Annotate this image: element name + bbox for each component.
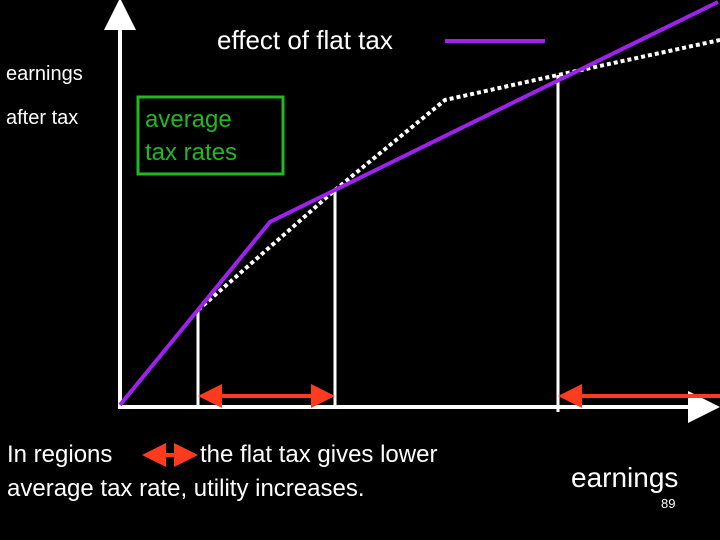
legend-title: effect of flat tax xyxy=(217,25,393,55)
caption: In regions xyxy=(7,441,112,468)
box-label: average xyxy=(145,106,232,133)
y-axis-label: earnings xyxy=(6,63,83,85)
caption: the flat tax gives lower xyxy=(200,441,437,468)
page-number: 89 xyxy=(661,496,675,511)
x-axis-label: earnings xyxy=(571,462,678,493)
y-axis-label: after tax xyxy=(6,107,78,129)
progressive-tax-curve xyxy=(196,38,720,312)
label-box xyxy=(136,95,285,176)
flat-tax-curve xyxy=(118,0,719,407)
caption: average tax rate, utility increases. xyxy=(7,475,365,502)
box-label: tax rates xyxy=(145,139,237,166)
